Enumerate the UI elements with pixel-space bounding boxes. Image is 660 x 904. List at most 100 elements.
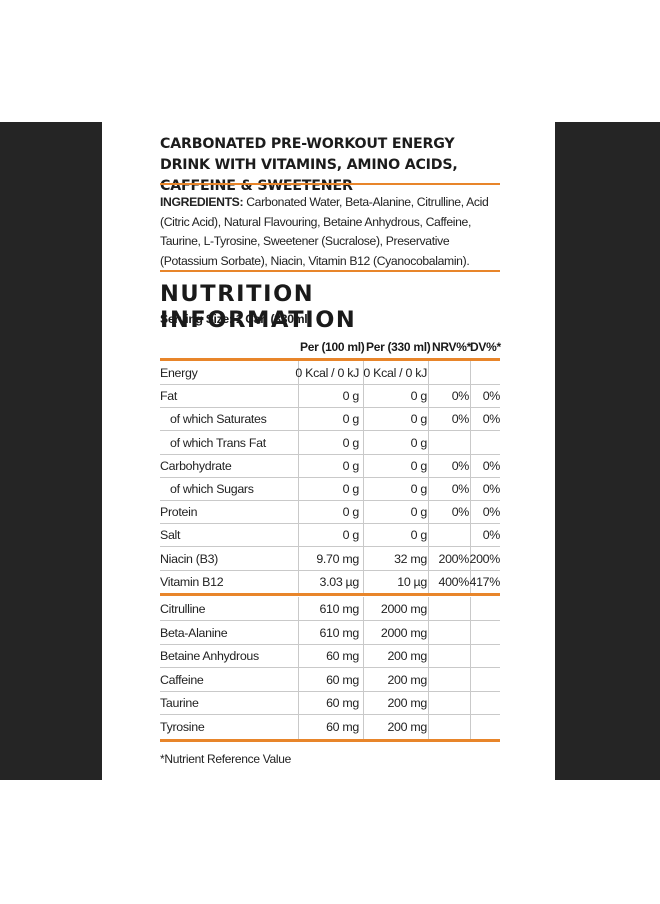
ingredients-text: Carbonated Water, Beta-Alanine, Citrulli… — [160, 195, 489, 268]
dv-cell: 0% — [482, 482, 501, 496]
per-100-cell: 0 g — [342, 482, 360, 496]
serving-size: Serving Size: 1 Can (330ml) — [160, 312, 312, 326]
per-330-cell: 0 g — [410, 389, 428, 404]
nutrition-title: NUTRITION INFORMATION — [160, 281, 357, 333]
table-bottom-divider — [160, 739, 500, 742]
per-100-cell: 0 g — [342, 458, 360, 473]
nutrient-name: Betaine Anhydrous — [160, 649, 259, 663]
nutrient-name: Vitamin B12 — [160, 574, 224, 589]
row-divider — [160, 523, 500, 525]
nutrient-name: Tyrosine — [160, 719, 205, 734]
per-330-cell: 0 g — [410, 412, 428, 427]
per-330-cell: 0 g — [410, 435, 428, 450]
per-330-cell: 200 mg — [387, 649, 427, 663]
row-divider — [160, 546, 500, 548]
per-100-cell: 0 g — [342, 528, 360, 543]
per-330-cell: 200 mg — [387, 696, 427, 710]
footnote: *Nutrient Reference Value — [160, 752, 292, 766]
per-100-cell: 610 mg — [319, 625, 359, 640]
per-100-cell: 0 g — [342, 435, 360, 450]
nutrient-name: of which Sugars — [170, 482, 254, 496]
row-divider — [160, 667, 500, 668]
ingredients-block: INGREDIENTS: Carbonated Water, Beta-Alan… — [160, 193, 502, 271]
per-330-cell: 10 µg — [397, 574, 427, 589]
ingredients-divider — [160, 270, 500, 272]
header-per-100: Per (100 ml) — [300, 340, 365, 354]
header-per-330: Per (330 ml) — [366, 340, 431, 354]
table-row: of which Sugars 0 g 0 g 0% 0% — [160, 478, 500, 501]
table-header-divider — [160, 358, 500, 361]
nutrient-name: Niacin (B3) — [160, 551, 218, 566]
table-row: Carbohydrate 0 g 0 g 0% 0% — [160, 455, 500, 478]
nutrient-name: of which Trans Fat — [170, 435, 266, 450]
row-divider — [160, 620, 500, 621]
table-row: Niacin (B3) 9.70 mg 32 mg 200% 200% — [160, 548, 500, 571]
table-row: Caffeine 60 mg 200 mg — [160, 669, 500, 692]
row-divider — [160, 430, 500, 432]
header-nrv: NRV%* — [432, 340, 471, 354]
dv-cell: 417% — [469, 574, 501, 589]
table-row: Taurine 60 mg 200 mg — [160, 692, 500, 715]
per-100-cell: 60 mg — [326, 649, 359, 663]
right-dark-band — [555, 122, 660, 780]
nutrient-name: Energy — [160, 366, 198, 380]
per-100-cell: 0 g — [342, 412, 360, 427]
nutrient-name: Taurine — [160, 696, 199, 710]
nutrient-name: Caffeine — [160, 672, 204, 687]
dv-cell: 0% — [482, 458, 501, 473]
per-330-cell: 200 mg — [387, 672, 427, 687]
table-column-divider — [298, 597, 299, 741]
row-divider — [160, 690, 500, 692]
per-100-cell: 60 mg — [326, 672, 359, 687]
table-row: Beta-Alanine 610 mg 2000 mg — [160, 622, 500, 645]
table-row: Citrulline 610 mg 2000 mg — [160, 598, 500, 621]
row-divider — [160, 476, 500, 478]
nutrient-name: Beta-Alanine — [160, 625, 228, 640]
per-100-cell: 0 Kcal / 0 kJ — [295, 366, 359, 380]
table-column-divider — [470, 597, 471, 741]
row-divider — [160, 384, 500, 385]
table-row: Tyrosine 60 mg 200 mg — [160, 716, 500, 739]
per-100-cell: 0 g — [342, 389, 360, 404]
per-330-cell: 2000 mg — [380, 602, 427, 616]
per-100-cell: 60 mg — [326, 696, 359, 710]
row-divider — [160, 453, 500, 455]
nutrient-name: Citrulline — [160, 602, 206, 616]
per-100-cell: 60 mg — [326, 719, 359, 734]
table-row: Fat 0 g 0 g 0% 0% — [160, 385, 501, 409]
table-row: Salt 0 g 0 g 0% — [160, 524, 501, 548]
headline-divider — [160, 183, 500, 185]
table-row: Energy 0 Kcal / 0 kJ 0 Kcal / 0 kJ — [160, 362, 500, 385]
nutrient-name: Fat — [160, 389, 178, 404]
per-100-cell: 3.03 µg — [319, 574, 360, 589]
table-column-divider — [363, 597, 364, 741]
per-100-cell: 610 mg — [319, 602, 359, 616]
per-330-cell: 0 Kcal / 0 kJ — [363, 366, 427, 380]
row-divider — [160, 407, 500, 409]
actives-divider — [160, 593, 500, 596]
per-330-cell: 0 g — [410, 482, 428, 496]
per-330-cell: 0 g — [410, 505, 428, 520]
row-divider — [160, 500, 500, 501]
nrv-cell: 0% — [451, 389, 470, 404]
dv-cell: 0% — [482, 412, 501, 427]
row-divider — [160, 714, 500, 715]
row-divider — [160, 569, 500, 571]
nutrient-name: Salt — [160, 528, 181, 543]
table-row: Protein 0 g 0 g 0% 0% — [160, 501, 500, 525]
table-row: of which Trans Fat 0 g 0 g — [160, 432, 500, 455]
per-330-cell: 200 mg — [387, 719, 427, 734]
dv-cell: 0% — [482, 389, 501, 404]
table-column-divider — [428, 597, 429, 741]
row-divider — [160, 643, 500, 645]
nrv-cell: 0% — [451, 505, 470, 520]
table-row: Vitamin B12 3.03 µg 10 µg 400% 417% — [160, 571, 500, 594]
product-headline: CARBONATED PRE-WORKOUT ENERGY DRINK WITH… — [160, 136, 458, 194]
nutrient-name: Carbohydrate — [160, 458, 232, 473]
per-330-cell: 32 mg — [394, 551, 427, 566]
nutrient-name: of which Saturates — [170, 412, 267, 427]
table-row: Betaine Anhydrous 60 mg 200 mg — [160, 645, 500, 668]
dv-cell: 0% — [482, 528, 501, 543]
nrv-cell: 0% — [451, 458, 470, 473]
nrv-cell: 400% — [438, 574, 470, 589]
